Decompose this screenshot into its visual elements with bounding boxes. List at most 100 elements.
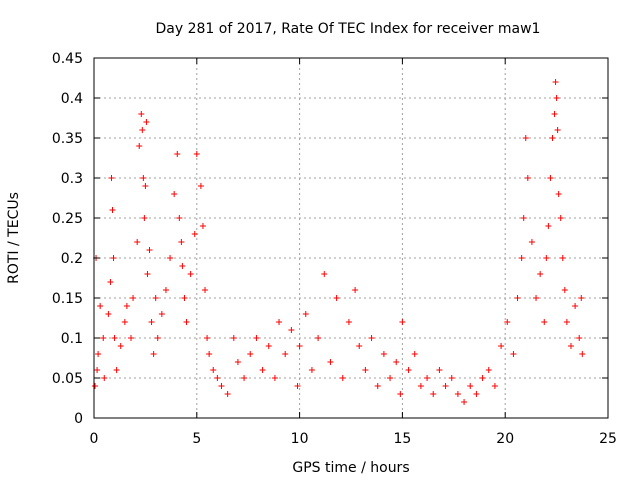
- data-point: [578, 295, 585, 301]
- data-point: [282, 351, 289, 357]
- data-point: [174, 151, 181, 157]
- data-point: [541, 319, 548, 325]
- y-tick-label: 0.1: [61, 331, 83, 347]
- data-point: [241, 375, 248, 381]
- data-point: [522, 135, 529, 141]
- data-point: [130, 295, 137, 301]
- y-tick-label: 0.15: [52, 291, 83, 307]
- data-point: [123, 303, 130, 309]
- y-tick-label: 0.4: [61, 91, 83, 107]
- y-tick-label: 0.05: [52, 371, 83, 387]
- data-point: [498, 343, 505, 349]
- data-point: [152, 295, 159, 301]
- data-point: [259, 367, 266, 373]
- data-point: [94, 367, 101, 373]
- data-point: [136, 143, 143, 149]
- data-point: [171, 191, 178, 197]
- data-point: [178, 239, 185, 245]
- chart-title: Day 281 of 2017, Rate Of TEC Index for r…: [156, 21, 541, 37]
- data-point: [107, 279, 114, 285]
- data-point: [333, 295, 340, 301]
- data-point: [554, 127, 561, 133]
- data-point: [547, 175, 554, 181]
- data-point: [368, 335, 375, 341]
- data-point: [230, 335, 237, 341]
- data-point: [405, 367, 412, 373]
- data-point: [97, 303, 104, 309]
- x-tick-label: 15: [393, 431, 411, 447]
- data-point: [253, 335, 260, 341]
- y-axis-label: ROTI / TECUs: [6, 192, 22, 284]
- y-tick-label: 0.35: [52, 131, 83, 147]
- data-point: [436, 367, 443, 373]
- data-point: [162, 287, 169, 293]
- data-point: [199, 223, 206, 229]
- data-point: [288, 327, 295, 333]
- data-point: [533, 295, 540, 301]
- y-tick-label: 0.25: [52, 211, 83, 227]
- data-point: [553, 95, 560, 101]
- data-point: [491, 383, 498, 389]
- y-tick-label: 0.3: [61, 171, 83, 187]
- data-point: [197, 183, 204, 189]
- data-point: [202, 287, 209, 293]
- data-point: [315, 335, 322, 341]
- x-tick-labels: 0 5 10 15 20 25: [90, 431, 617, 447]
- data-point: [302, 311, 309, 317]
- data-point: [110, 255, 117, 261]
- data-point: [210, 367, 217, 373]
- data-point: [181, 295, 188, 301]
- data-point: [454, 391, 461, 397]
- data-point: [158, 311, 165, 317]
- data-point: [543, 255, 550, 261]
- data-point: [146, 247, 153, 253]
- data-point: [109, 207, 116, 213]
- data-point: [345, 319, 352, 325]
- data-point: [214, 375, 221, 381]
- y-tick-label: 0.2: [61, 251, 83, 267]
- data-point: [467, 383, 474, 389]
- data-point: [520, 215, 527, 221]
- data-point: [518, 255, 525, 261]
- data-point: [142, 183, 149, 189]
- data-point: [121, 319, 128, 325]
- data-point: [100, 335, 107, 341]
- data-point: [327, 359, 334, 365]
- data-point: [140, 175, 147, 181]
- data-point: [183, 319, 190, 325]
- grid: [94, 58, 608, 418]
- y-tick-label: 0: [74, 411, 83, 427]
- data-point: [154, 335, 161, 341]
- data-point: [247, 351, 254, 357]
- data-point: [510, 351, 517, 357]
- data-point: [193, 151, 200, 157]
- data-point: [352, 287, 359, 293]
- data-point: [448, 375, 455, 381]
- data-point: [411, 351, 418, 357]
- data-point: [528, 239, 535, 245]
- data-point: [579, 351, 586, 357]
- data-point: [176, 215, 183, 221]
- data-point: [567, 343, 574, 349]
- x-tick-label: 10: [291, 431, 309, 447]
- data-point: [549, 135, 556, 141]
- data-point: [150, 351, 157, 357]
- data-point: [417, 383, 424, 389]
- data-point: [92, 383, 99, 389]
- y-tick-labels: 0 0.05 0.1 0.15 0.2 0.25 0.3 0.35 0.4 0.45: [52, 51, 83, 427]
- data-point: [572, 303, 579, 309]
- data-point: [393, 359, 400, 365]
- data-point: [139, 127, 146, 133]
- data-point: [430, 391, 437, 397]
- y-tick-label: 0.45: [52, 51, 83, 67]
- data-point: [265, 343, 272, 349]
- data-point: [551, 111, 558, 117]
- data-point: [479, 375, 486, 381]
- data-point: [321, 271, 328, 277]
- data-point: [224, 391, 231, 397]
- data-point: [111, 335, 118, 341]
- data-point: [141, 215, 148, 221]
- data-point: [108, 175, 115, 181]
- data-point: [557, 215, 564, 221]
